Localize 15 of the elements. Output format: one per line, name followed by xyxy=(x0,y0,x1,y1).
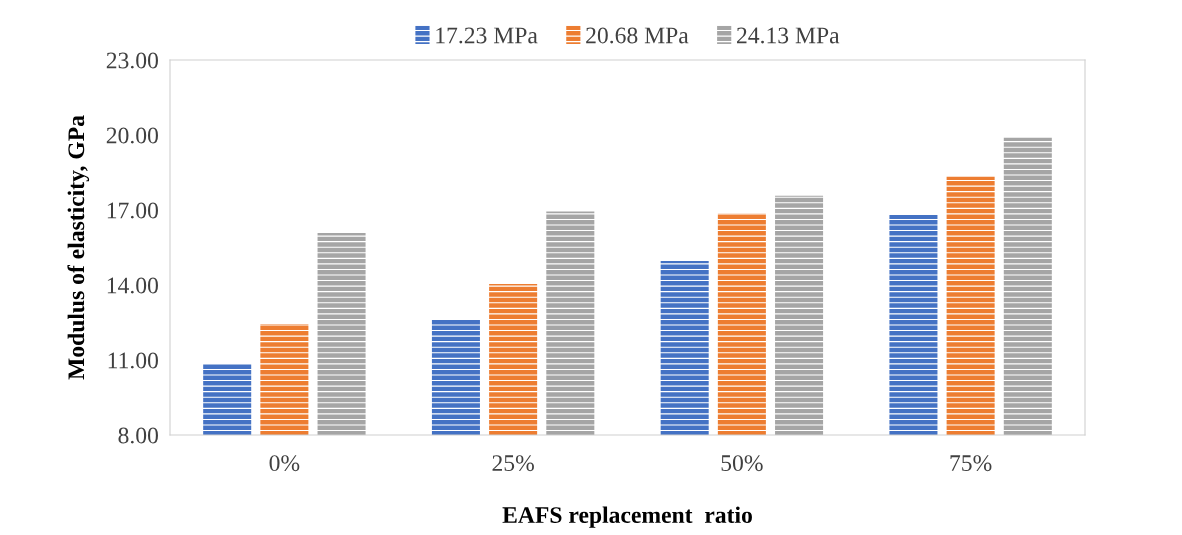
y-axis-title: Modulus of elasticity, GPa xyxy=(67,115,90,380)
x-axis-title: EAFS replacement ratio xyxy=(502,506,752,528)
x-tick-label: 75% xyxy=(950,455,992,472)
y-tick-label: 8.00 xyxy=(118,427,158,444)
x-tick-label: 25% xyxy=(492,455,534,472)
legend-label: 17.23 MPa xyxy=(436,27,538,44)
y-tick-label: 23.00 xyxy=(106,52,158,69)
y-tick-label: 11.00 xyxy=(108,352,158,369)
x-tick-label: 0% xyxy=(269,455,300,472)
legend-label: 24.13 MPa xyxy=(737,27,840,44)
y-tick-label: 20.00 xyxy=(106,127,158,144)
legend-label: 20.68 MPa xyxy=(586,27,689,44)
y-tick-label: 17.00 xyxy=(107,202,158,219)
x-tick-label: 50% xyxy=(721,455,763,472)
y-tick-label: 14.00 xyxy=(107,277,158,294)
